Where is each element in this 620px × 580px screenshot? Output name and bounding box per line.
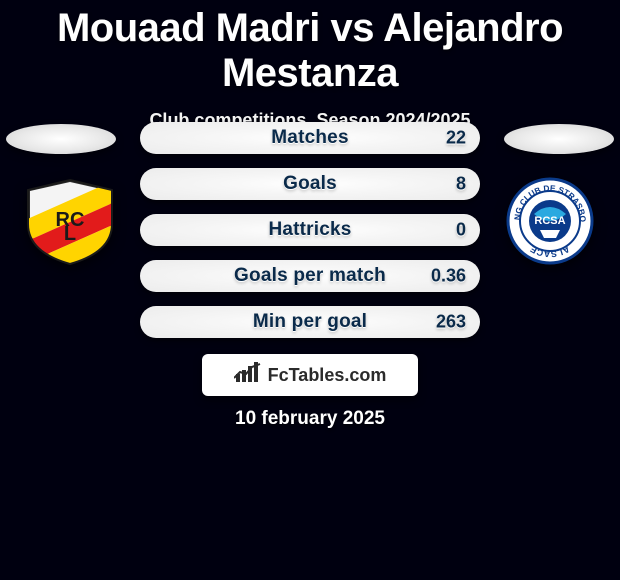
stat-row-matches: Matches 22	[140, 122, 480, 154]
club-crest-left: RC L	[20, 176, 120, 266]
bar-chart-icon	[234, 362, 262, 389]
page-title: Mouaad Madri vs Alejandro Mestanza	[0, 0, 620, 96]
player-photo-slot-left	[6, 124, 116, 154]
club-crest-right: RACING CLUB DE STRASBOURG ALSACE RCSA	[500, 176, 600, 266]
stat-value-right: 22	[446, 128, 466, 149]
stat-label: Goals per match	[234, 265, 386, 287]
stat-value-right: 0	[456, 220, 466, 241]
stat-value-right: 0.36	[431, 266, 466, 287]
stat-row-hattricks: Hattricks 0	[140, 214, 480, 246]
stat-value-right: 263	[436, 312, 466, 333]
stat-label: Hattricks	[268, 219, 351, 241]
branding-badge: FcTables.com	[202, 354, 418, 396]
stat-label: Matches	[271, 127, 348, 149]
player-photo-slot-right	[504, 124, 614, 154]
stat-row-goals-per-match: Goals per match 0.36	[140, 260, 480, 292]
stat-row-goals: Goals 8	[140, 168, 480, 200]
stat-label: Goals	[283, 173, 337, 195]
date-text: 10 february 2025	[0, 408, 620, 430]
stat-row-min-per-goal: Min per goal 263	[140, 306, 480, 338]
svg-text:L: L	[64, 223, 76, 245]
stat-label: Min per goal	[253, 311, 367, 333]
stat-value-right: 8	[456, 174, 466, 195]
svg-text:RCSA: RCSA	[534, 215, 565, 227]
branding-text: FcTables.com	[268, 365, 387, 386]
stat-rows: Matches 22 Goals 8 Hattricks 0 Goals per…	[140, 122, 480, 352]
page-root: Mouaad Madri vs Alejandro Mestanza Club …	[0, 0, 620, 580]
